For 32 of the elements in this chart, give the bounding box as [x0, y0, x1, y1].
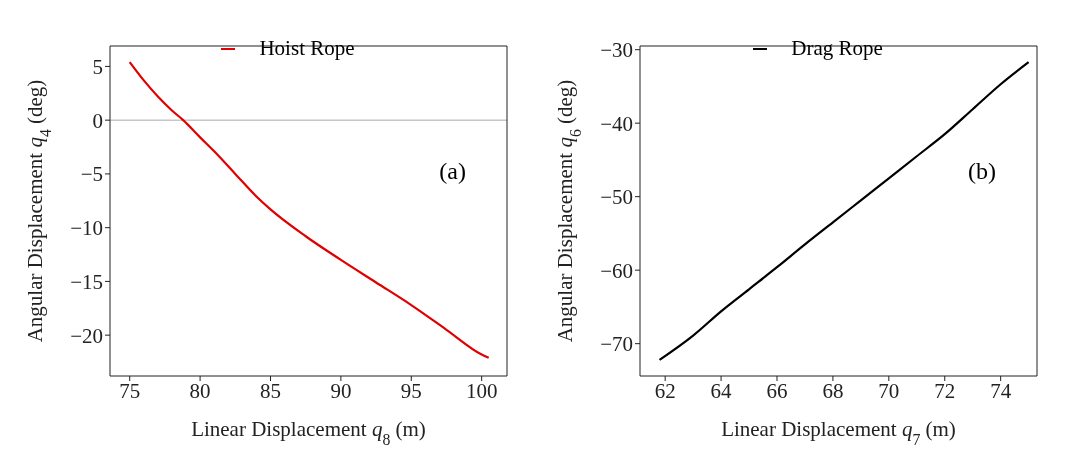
x-tick-label: 70	[878, 378, 900, 403]
y-tick-label: −50	[600, 185, 633, 210]
y-tick-label: −20	[70, 323, 103, 348]
legend-label: Drag Rope	[791, 36, 883, 61]
x-tick-label: 64	[710, 378, 733, 403]
line-series	[128, 61, 490, 359]
x-tick-label: 95	[400, 378, 422, 403]
x-tick-label: 75	[119, 378, 141, 403]
legend-label: Hoist Rope	[259, 36, 355, 61]
x-tick-label: 68	[822, 378, 844, 403]
x-tick-label: 74	[990, 378, 1012, 403]
y-tick-label: −60	[600, 258, 633, 283]
line-series	[658, 61, 1030, 361]
y-tick-label: −40	[600, 111, 633, 136]
x-tick-label: 62	[654, 378, 676, 403]
x-tick-label: 100	[465, 378, 498, 403]
x-tick-label: 80	[189, 378, 211, 403]
annotation: (b)	[968, 158, 996, 185]
annotation: (a)	[439, 158, 466, 185]
y-tick-label: 0	[92, 108, 103, 133]
x-axis-title: Linear Displacement q$_{7}$ (m)	[721, 417, 956, 448]
x-tick-label: 72	[934, 378, 956, 403]
y-tick-label: −10	[70, 216, 103, 241]
x-tick-label: 85	[259, 378, 281, 403]
y-tick-label: −5	[80, 162, 103, 187]
y-tick-label: −30	[600, 38, 633, 63]
y-tick-label: −15	[70, 269, 103, 294]
x-tick-label: 90	[330, 378, 352, 403]
x-tick-label: 66	[766, 378, 788, 403]
y-tick-label: 5	[92, 54, 103, 79]
x-axis-title: Linear Displacement q$_{8}$ (m)	[191, 417, 426, 448]
y-tick-label: −70	[600, 332, 633, 357]
